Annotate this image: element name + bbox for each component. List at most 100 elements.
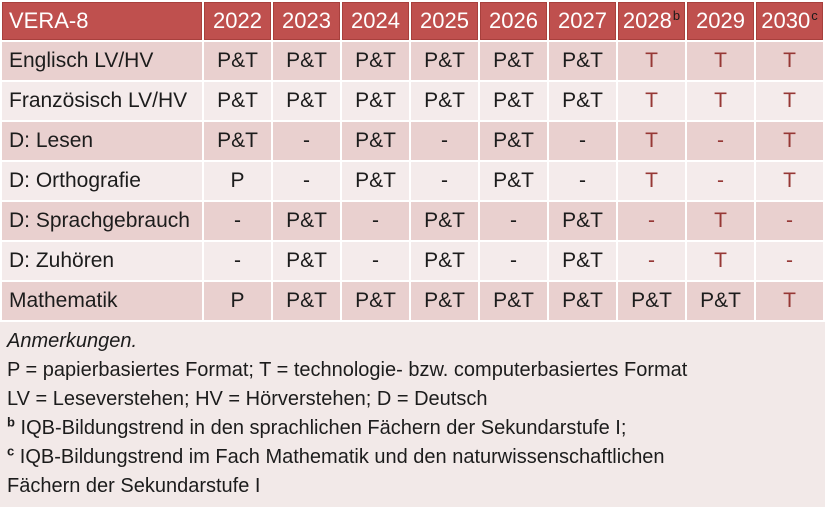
row-label: Französisch LV/HV: [0, 82, 204, 122]
row-label: D: Zuhören: [0, 242, 204, 282]
year-header-cell: 2025: [411, 0, 480, 42]
schedule-cell: P&T: [273, 202, 342, 242]
schedule-cell: P&T: [273, 82, 342, 122]
schedule-cell: T: [618, 82, 687, 122]
schedule-cell: T: [618, 122, 687, 162]
table-title-cell: VERA-8: [0, 0, 204, 42]
schedule-cell: P&T: [480, 42, 549, 82]
year-header-cell: 2028b: [618, 0, 687, 42]
table-title: VERA-8: [9, 8, 89, 33]
table-row: Mathematik P P&T P&T P&T P&T P&T P&T P&T T: [0, 282, 825, 322]
row-label: Mathematik: [0, 282, 204, 322]
schedule-cell: P&T: [273, 282, 342, 322]
schedule-cell: T: [687, 82, 756, 122]
schedule-cell: P&T: [480, 122, 549, 162]
year-label: 2030: [761, 8, 811, 33]
schedule-cell: -: [618, 242, 687, 282]
table-row: D: Orthografie P - P&T - P&T - T - T: [0, 162, 825, 202]
schedule-cell: -: [273, 122, 342, 162]
schedule-cell: -: [756, 242, 825, 282]
schedule-cell: T: [618, 42, 687, 82]
schedule-cell: -: [342, 202, 411, 242]
note-line: b IQB-Bildungstrend in den sprachlichen …: [7, 414, 627, 439]
year-header-cell: 2029: [687, 0, 756, 42]
schedule-cell: P&T: [549, 82, 618, 122]
year-label: 2026: [489, 8, 538, 33]
schedule-cell: P&T: [411, 42, 480, 82]
schedule-cell: P&T: [480, 282, 549, 322]
schedule-cell: P&T: [549, 202, 618, 242]
year-header-cell: 2027: [549, 0, 618, 42]
table-row: D: Lesen P&T - P&T - P&T - T - T: [0, 122, 825, 162]
year-header-cell: 2023: [273, 0, 342, 42]
schedule-cell: -: [618, 202, 687, 242]
year-label: 2025: [420, 8, 469, 33]
year-label: 2022: [213, 8, 262, 33]
year-label: 2029: [696, 8, 745, 33]
schedule-cell: P&T: [342, 122, 411, 162]
schedule-cell: P&T: [480, 82, 549, 122]
schedule-cell: -: [549, 162, 618, 202]
year-header-cell: 2026: [480, 0, 549, 42]
assessment-schedule-table: VERA-8 2022 2023 2024 2025 2026 2027 2028b 2029 2…: [0, 0, 825, 322]
schedule-cell: P&T: [204, 42, 273, 82]
schedule-cell: P&T: [273, 242, 342, 282]
schedule-cell: P&T: [411, 282, 480, 322]
table-row: Englisch LV/HV P&T P&T P&T P&T P&T P&T T T T: [0, 42, 825, 82]
year-label: 2024: [351, 8, 400, 33]
schedule-cell: -: [204, 242, 273, 282]
note-line: P = papierbasiertes Format; T = technolo…: [7, 359, 688, 381]
schedule-cell: P&T: [411, 242, 480, 282]
schedule-cell: -: [411, 122, 480, 162]
year-header-cell: 2030c: [756, 0, 825, 42]
note-line: Fächern der Sekundarstufe I: [7, 475, 261, 497]
schedule-cell: P&T: [549, 282, 618, 322]
schedule-cell: P&T: [549, 42, 618, 82]
schedule-cell: P&T: [687, 282, 756, 322]
footnote-marker-c: c: [7, 443, 15, 459]
footnote-marker-b: b: [672, 7, 681, 23]
schedule-cell: P&T: [342, 162, 411, 202]
schedule-cell: T: [618, 162, 687, 202]
schedule-cell: T: [756, 282, 825, 322]
notes-lines: P = papierbasiertes Format; T = technolo…: [7, 356, 817, 501]
footnote-marker-b: b: [7, 414, 15, 430]
note-line: c IQB-Bildungstrend im Fach Mathematik u…: [7, 443, 665, 468]
schedule-cell: P&T: [411, 82, 480, 122]
schedule-cell: -: [687, 122, 756, 162]
table-row: Französisch LV/HV P&T P&T P&T P&T P&T P&T T T T: [0, 82, 825, 122]
schedule-cell: T: [687, 202, 756, 242]
year-header-cell: 2024: [342, 0, 411, 42]
schedule-cell: T: [756, 122, 825, 162]
schedule-cell: -: [342, 242, 411, 282]
schedule-cell: -: [756, 202, 825, 242]
schedule-cell: T: [756, 162, 825, 202]
row-label: D: Lesen: [0, 122, 204, 162]
schedule-cell: P&T: [342, 42, 411, 82]
year-label: 2027: [558, 8, 607, 33]
year-label: 2028: [622, 8, 672, 33]
schedule-cell: -: [687, 162, 756, 202]
schedule-cell: -: [480, 202, 549, 242]
row-label: D: Sprachgebrauch: [0, 202, 204, 242]
schedule-cell: P: [204, 282, 273, 322]
schedule-cell: T: [687, 42, 756, 82]
schedule-cell: P: [204, 162, 273, 202]
schedule-cell: P&T: [411, 202, 480, 242]
year-header-cell: 2022: [204, 0, 273, 42]
table-row: D: Zuhören - P&T - P&T - P&T - T -: [0, 242, 825, 282]
row-label: Englisch LV/HV: [0, 42, 204, 82]
schedule-cell: P&T: [204, 82, 273, 122]
schedule-cell: P&T: [342, 82, 411, 122]
schedule-cell: P&T: [480, 162, 549, 202]
header-row: VERA-8 2022 2023 2024 2025 2026 2027 2028b 2029 2…: [0, 0, 825, 42]
notes-section: Anmerkungen. P = papierbasiertes Format;…: [0, 322, 825, 507]
schedule-cell: P&T: [618, 282, 687, 322]
year-label: 2023: [282, 8, 331, 33]
schedule-cell: P&T: [342, 282, 411, 322]
schedule-cell: P&T: [273, 42, 342, 82]
schedule-cell: -: [549, 122, 618, 162]
schedule-cell: -: [273, 162, 342, 202]
schedule-cell: P&T: [204, 122, 273, 162]
